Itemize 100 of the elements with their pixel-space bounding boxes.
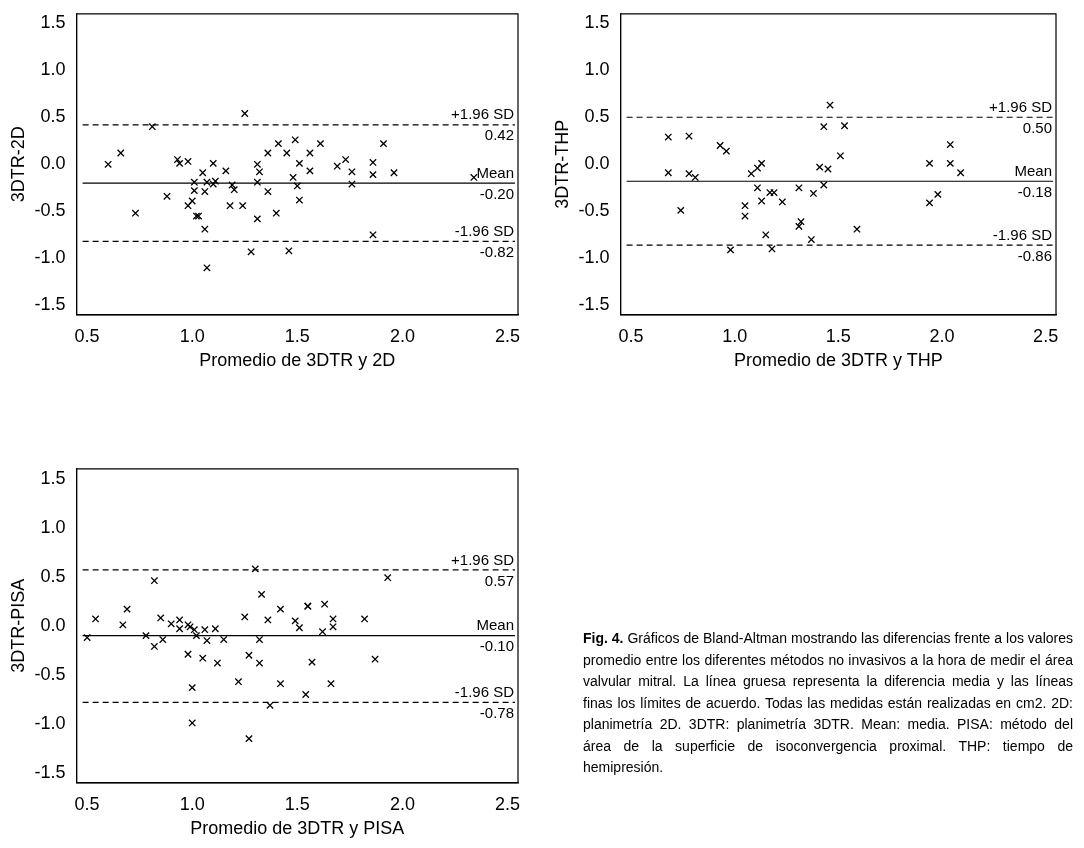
y-tick-label: 0.5 bbox=[40, 565, 66, 586]
point bbox=[795, 183, 803, 192]
point bbox=[295, 196, 304, 204]
point bbox=[726, 246, 735, 254]
point bbox=[116, 149, 125, 157]
point bbox=[327, 679, 335, 688]
point bbox=[691, 173, 700, 182]
point bbox=[291, 617, 300, 625]
point bbox=[276, 605, 285, 613]
point bbox=[379, 139, 388, 148]
point bbox=[209, 159, 218, 168]
point bbox=[272, 209, 281, 218]
point bbox=[761, 231, 770, 239]
point bbox=[333, 162, 342, 171]
point bbox=[470, 173, 478, 182]
point bbox=[240, 613, 249, 621]
point bbox=[676, 206, 685, 215]
point bbox=[383, 573, 392, 582]
point bbox=[390, 168, 398, 177]
point bbox=[819, 122, 828, 131]
caption: Fig. 4. Gráficos de Bland-Altman mostrando las diferencias frente a los valores promedio entre los diferentes métodos no invasivos a la hora de medir el área valvular mitral. La línea gruesa representa la diferencia media y las líneas finas los límites de acuerdo. Todas las medidas están realizadas en cm2. 2D: planimetría 2D. 3DTR: planimetría 3DTR. Mean: media. PISA: método del área de la superficie de isoconvergencia proximal. THP: tiempo de hemipresión. bbox=[583, 629, 1073, 777]
point bbox=[240, 109, 249, 118]
point bbox=[175, 159, 184, 168]
x-tick-label: 0.5 bbox=[618, 325, 644, 346]
x-axis-title: Promedio de 3DTR y THP bbox=[733, 350, 943, 371]
point bbox=[320, 600, 329, 609]
point bbox=[685, 169, 693, 178]
point bbox=[306, 167, 314, 175]
ref-line-label: -1.96 SD -0.86 bbox=[992, 225, 1053, 264]
point bbox=[257, 590, 266, 599]
point bbox=[173, 155, 182, 164]
point bbox=[956, 168, 965, 177]
x-tick-label: 1.5 bbox=[284, 325, 310, 346]
y-axis-title: 3DTR-PISA bbox=[7, 578, 28, 673]
point bbox=[156, 614, 165, 622]
x-tick-label: 1.5 bbox=[825, 325, 851, 346]
point bbox=[188, 197, 197, 205]
point bbox=[716, 141, 724, 150]
point bbox=[209, 180, 218, 188]
point bbox=[264, 187, 272, 196]
y-tick-label: -0.5 bbox=[34, 663, 66, 684]
point bbox=[291, 136, 300, 144]
x-axis-title: Promedio de 3DTR y PISA bbox=[190, 818, 405, 839]
point bbox=[824, 165, 832, 173]
point bbox=[222, 167, 230, 175]
y-tick-label: -0.5 bbox=[578, 200, 610, 221]
point bbox=[757, 159, 766, 168]
ref-line-label: Mean -0.18 bbox=[1014, 161, 1052, 200]
x-tick-label: 1.0 bbox=[179, 793, 205, 814]
point bbox=[293, 182, 302, 190]
y-tick-label: -0.5 bbox=[34, 200, 66, 221]
point bbox=[148, 122, 157, 131]
y-axis-title: 3DTR-2D bbox=[7, 126, 28, 203]
y-axis-title: 3DTR-THP bbox=[551, 119, 572, 209]
point bbox=[201, 625, 209, 634]
y-tick-label: 0.5 bbox=[584, 106, 610, 127]
point bbox=[234, 677, 243, 686]
point bbox=[722, 147, 731, 155]
point bbox=[245, 651, 253, 660]
point bbox=[360, 615, 369, 623]
point bbox=[946, 159, 955, 168]
ref-line-label: +1.96 SD 0.50 bbox=[989, 97, 1053, 136]
x-tick-label: 2.5 bbox=[494, 793, 521, 814]
point bbox=[341, 155, 350, 164]
point bbox=[245, 734, 253, 743]
y-tick-label: 1.5 bbox=[584, 12, 610, 33]
point bbox=[266, 701, 274, 710]
y-tick-label: -1.0 bbox=[34, 712, 66, 733]
ref-line-label: -1.96 SD -0.78 bbox=[454, 682, 515, 721]
x-axis-title: Promedio de 3DTR y 2D bbox=[199, 350, 396, 371]
point bbox=[925, 159, 934, 168]
y-tick-label: 0.5 bbox=[40, 106, 66, 127]
point bbox=[219, 635, 228, 644]
point bbox=[778, 198, 787, 206]
x-tick-label: 1.0 bbox=[179, 325, 205, 346]
point bbox=[766, 188, 774, 197]
ref-line-label: Mean -0.20 bbox=[476, 163, 514, 202]
point bbox=[840, 121, 849, 130]
point bbox=[253, 178, 262, 186]
point bbox=[295, 159, 304, 168]
y-tick-label: -1.0 bbox=[578, 247, 610, 268]
point bbox=[946, 140, 955, 149]
point bbox=[104, 160, 112, 169]
y-tick-label: 1.0 bbox=[584, 59, 610, 80]
point bbox=[741, 212, 749, 220]
x-tick-label: 2.5 bbox=[494, 325, 521, 346]
point bbox=[770, 188, 778, 197]
point bbox=[251, 565, 260, 573]
x-tick-label: 1.5 bbox=[284, 793, 310, 814]
point bbox=[306, 149, 314, 157]
point bbox=[150, 642, 159, 651]
ref-line-label: -1.96 SD -0.82 bbox=[454, 222, 515, 261]
y-tick-label: -1.5 bbox=[34, 294, 66, 315]
point bbox=[184, 650, 192, 659]
point bbox=[747, 169, 756, 178]
point bbox=[664, 133, 673, 141]
y-tick-label: 1.5 bbox=[40, 467, 66, 488]
ref-line-label: +1.96 SD 0.42 bbox=[451, 105, 515, 144]
point bbox=[316, 139, 325, 148]
point bbox=[664, 168, 673, 177]
